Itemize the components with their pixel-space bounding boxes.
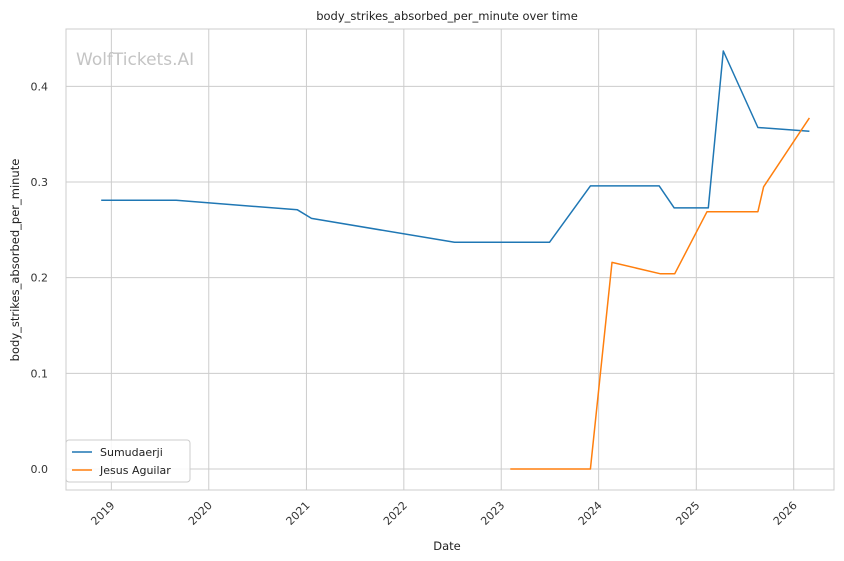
series-line-jesus-aguilar [510, 117, 811, 470]
y-axis-ticks: 0.0 0.1 0.2 0.3 0.4 [31, 80, 49, 476]
y-tick-label: 0.0 [31, 463, 49, 476]
series-layer [101, 50, 811, 470]
watermark-text: WolfTickets.AI [76, 50, 194, 70]
chart-title: body_strikes_absorbed_per_minute over ti… [316, 9, 578, 23]
y-tick-label: 0.3 [31, 176, 49, 189]
y-tick-label: 0.1 [31, 367, 49, 380]
y-axis-title: body_strikes_absorbed_per_minute [8, 159, 22, 362]
legend-box [65, 439, 191, 483]
y-tick-label: 0.4 [31, 80, 49, 93]
grid-lines [66, 29, 834, 490]
legend: Sumudaerji Jesus Aguilar [65, 439, 191, 483]
plot-area-frame [65, 28, 835, 491]
legend-label: Jesus Aguilar [99, 464, 171, 477]
x-axis-title: Date [433, 539, 461, 553]
legend-label: Sumudaerji [100, 446, 163, 459]
series-line-sumudaerji [101, 50, 810, 244]
y-tick-label: 0.2 [31, 272, 49, 285]
